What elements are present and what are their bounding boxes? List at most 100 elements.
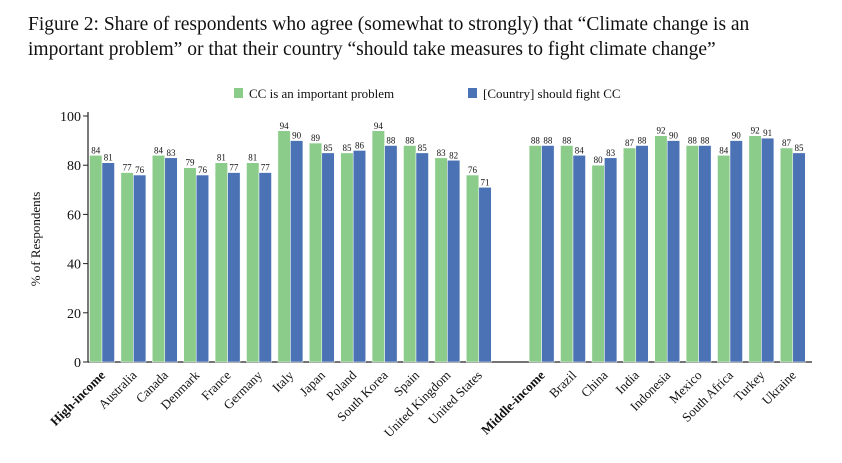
bar — [164, 157, 178, 363]
data-label: 92 — [656, 126, 665, 136]
bar — [729, 140, 743, 363]
bar — [685, 145, 699, 363]
bar — [541, 145, 555, 363]
data-label: 88 — [562, 136, 572, 146]
bar — [761, 137, 775, 363]
data-label: 80 — [594, 155, 604, 165]
y-tick-label: 0 — [74, 356, 81, 371]
x-tick-label: China — [578, 367, 611, 400]
bar — [780, 147, 794, 363]
bar — [321, 152, 335, 363]
data-label: 84 — [575, 145, 585, 155]
bar — [623, 147, 637, 363]
bar — [560, 145, 574, 363]
bar — [434, 157, 448, 363]
data-label: 81 — [217, 153, 226, 163]
legend-swatch — [468, 88, 477, 98]
bar — [478, 187, 492, 363]
data-label: 76 — [198, 165, 208, 175]
legend-label: [Country] should fight CC — [483, 86, 621, 101]
bar — [528, 145, 542, 363]
data-label: 77 — [261, 163, 271, 173]
bar — [183, 167, 197, 363]
data-label: 90 — [669, 131, 679, 141]
x-tick-label: Italy — [269, 367, 297, 395]
legend-label: CC is an important problem — [249, 86, 394, 101]
y-tick-label: 40 — [67, 258, 81, 273]
bar — [120, 172, 134, 363]
data-label: 77 — [229, 163, 239, 173]
bar — [447, 160, 461, 363]
bar — [352, 150, 366, 363]
data-label: 85 — [795, 143, 805, 153]
data-label: 71 — [481, 177, 490, 187]
data-label: 88 — [700, 136, 710, 146]
bar — [666, 140, 680, 363]
y-tick-label: 20 — [67, 307, 81, 322]
y-tick-label: 80 — [67, 159, 81, 174]
data-label: 81 — [248, 153, 257, 163]
bar — [89, 155, 103, 363]
bar — [152, 155, 166, 363]
bar — [792, 152, 806, 363]
data-label: 92 — [751, 126, 760, 136]
data-label: 77 — [123, 163, 133, 173]
data-label: 86 — [355, 140, 365, 150]
data-label: 89 — [311, 133, 321, 143]
data-label: 88 — [638, 136, 648, 146]
y-axis-label: % of Respondents — [28, 192, 43, 287]
data-label: 91 — [763, 128, 772, 138]
legend-swatch — [234, 88, 243, 98]
bar — [214, 162, 228, 363]
data-label: 90 — [292, 131, 302, 141]
data-label: 85 — [324, 143, 334, 153]
data-label: 88 — [531, 136, 541, 146]
data-label: 79 — [185, 158, 195, 168]
data-label: 84 — [154, 145, 164, 155]
bar — [258, 172, 272, 363]
data-label: 82 — [449, 150, 458, 160]
data-label: 87 — [625, 138, 635, 148]
data-label: 88 — [386, 136, 396, 146]
bar — [698, 145, 712, 363]
data-label: 94 — [374, 121, 384, 131]
data-label: 88 — [405, 136, 415, 146]
data-label: 81 — [104, 153, 113, 163]
data-label: 94 — [280, 121, 290, 131]
data-label: 83 — [437, 148, 447, 158]
bar — [604, 157, 618, 363]
bar — [290, 140, 304, 363]
bar — [309, 142, 323, 363]
bar — [635, 145, 649, 363]
bar — [591, 164, 605, 363]
data-label: 76 — [135, 165, 145, 175]
data-label: 76 — [468, 165, 478, 175]
bar — [403, 145, 417, 363]
bar — [227, 172, 241, 363]
data-label: 85 — [342, 143, 352, 153]
bar — [748, 135, 762, 363]
data-label: 83 — [606, 148, 616, 158]
x-tick-label: Brazil — [546, 367, 579, 400]
bar — [572, 155, 586, 363]
y-tick-label: 60 — [67, 208, 81, 223]
bar — [384, 145, 398, 363]
bar — [371, 130, 385, 363]
bar — [133, 174, 147, 363]
bar — [466, 174, 480, 363]
data-label: 84 — [91, 145, 101, 155]
data-label: 85 — [418, 143, 428, 153]
bar — [340, 152, 354, 363]
bar — [101, 162, 115, 363]
data-label: 83 — [167, 148, 177, 158]
x-tick-label: Middle-income — [478, 367, 548, 437]
x-tick-label: Ukraine — [759, 367, 799, 407]
data-label: 90 — [732, 131, 742, 141]
bar — [717, 155, 731, 363]
y-tick-label: 100 — [60, 110, 81, 125]
data-label: 84 — [719, 145, 729, 155]
bar — [195, 174, 209, 363]
bar — [654, 135, 668, 363]
bar — [277, 130, 291, 363]
